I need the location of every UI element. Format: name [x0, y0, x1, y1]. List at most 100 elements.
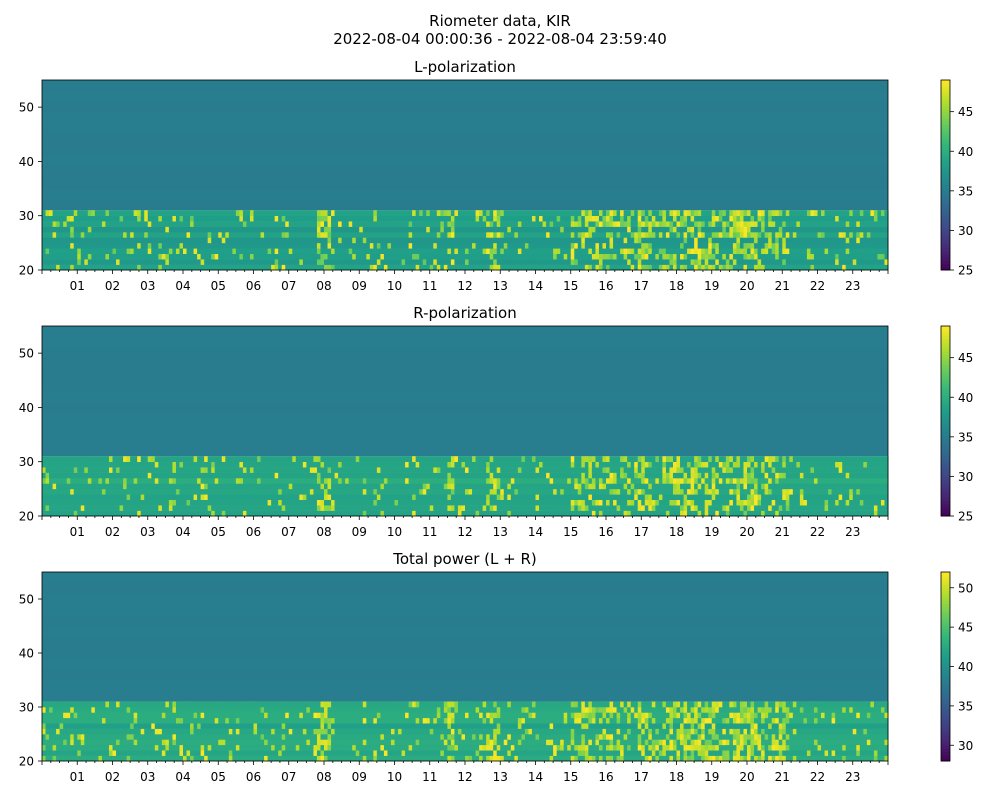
- heatmap-cell: [577, 248, 582, 255]
- heatmap-cell: [472, 499, 477, 506]
- heatmap-cell: [785, 248, 790, 255]
- colorbar-segment: [941, 251, 950, 255]
- heatmap-cell: [324, 488, 329, 495]
- heatmap-cell: [84, 510, 89, 517]
- heatmap-cell: [880, 242, 885, 249]
- figure-title-line-1: Riometer data, KIR: [429, 12, 571, 30]
- heatmap-cell: [842, 499, 847, 506]
- heatmap-cell: [517, 488, 522, 495]
- heatmap-cell: [281, 221, 286, 227]
- heatmap-cell: [764, 478, 769, 484]
- heatmap-cell: [214, 253, 219, 260]
- heatmap-cell: [669, 248, 674, 255]
- heatmap-cell: [813, 472, 818, 479]
- heatmap-cell: [581, 488, 586, 495]
- heatmap-cell: [806, 483, 811, 490]
- heatmap-cell: [415, 467, 420, 473]
- heatmap-cell: [334, 499, 339, 506]
- heatmap-cell: [577, 488, 582, 495]
- heatmap-cell: [789, 499, 794, 506]
- heatmap-cell: [560, 483, 565, 490]
- heatmap-cell: [641, 478, 646, 484]
- heatmap-cell: [257, 510, 262, 517]
- heatmap-cell: [288, 505, 293, 511]
- heatmap-cell: [281, 264, 286, 271]
- heatmap-cell: [602, 248, 607, 255]
- heatmap-cell: [535, 483, 540, 490]
- heatmap-cell: [486, 253, 491, 260]
- heatmap-cell: [42, 232, 47, 238]
- heatmap-cell: [672, 226, 677, 233]
- heatmap-cell: [45, 478, 50, 484]
- heatmap-cell: [376, 215, 381, 222]
- heatmap-cell: [175, 253, 180, 260]
- heatmap-cell: [398, 264, 403, 271]
- heatmap-cell: [228, 210, 233, 217]
- heatmap-cell: [870, 483, 875, 490]
- heatmap-cell: [161, 221, 166, 227]
- heatmap-cell: [598, 242, 603, 249]
- heatmap-cell: [105, 472, 110, 479]
- heatmap-cell: [680, 510, 685, 517]
- heatmap-cell: [278, 210, 283, 217]
- heatmap-cell: [390, 488, 395, 495]
- heatmap-cell: [380, 248, 385, 255]
- heatmap-cell: [732, 472, 737, 479]
- heatmap-cell: [56, 215, 61, 222]
- heatmap-cell: [560, 488, 565, 495]
- heatmap-cell: [711, 226, 716, 233]
- heatmap-cell: [292, 478, 297, 484]
- heatmap-cell: [183, 510, 188, 517]
- heatmap-cell: [493, 472, 498, 479]
- heatmap-cell: [457, 478, 462, 484]
- heatmap-cell: [821, 248, 826, 255]
- heatmap-cell: [479, 478, 484, 484]
- heatmap-cell: [228, 505, 233, 511]
- heatmap-cell: [870, 253, 875, 260]
- heatmap-cell: [274, 499, 279, 506]
- heatmap-cell: [644, 242, 649, 249]
- heatmap-cell: [747, 210, 752, 217]
- heatmap-cell: [711, 505, 716, 511]
- heatmap-cell: [792, 237, 797, 244]
- heatmap-cell: [831, 478, 836, 484]
- heatmap-cell: [218, 472, 223, 479]
- heatmap-cell: [500, 488, 505, 495]
- heatmap-cell: [627, 499, 632, 506]
- heatmap-cell: [355, 505, 360, 511]
- heatmap-cell: [281, 242, 286, 249]
- heatmap-cell: [186, 478, 191, 484]
- heatmap-cell: [302, 226, 307, 233]
- heatmap-cell: [482, 483, 487, 490]
- heatmap-cell: [387, 499, 392, 506]
- heatmap-cell: [200, 467, 205, 473]
- heatmap-cell: [500, 478, 505, 484]
- heatmap-cell: [42, 253, 47, 260]
- heatmap-cell: [175, 510, 180, 517]
- heatmap-cell: [690, 472, 695, 479]
- heatmap-cell: [479, 237, 484, 244]
- heatmap-cell: [465, 467, 470, 473]
- heatmap-cell: [662, 248, 667, 255]
- heatmap-cell: [80, 232, 85, 238]
- heatmap-cell: [606, 505, 611, 511]
- heatmap-cell: [144, 472, 149, 479]
- heatmap-cell: [754, 226, 759, 233]
- heatmap-cell: [630, 505, 635, 511]
- heatmap-cell: [49, 264, 54, 271]
- heatmap-cell: [211, 488, 216, 495]
- heatmap-cell: [813, 221, 818, 227]
- heatmap-cell: [443, 248, 448, 255]
- heatmap-cell: [546, 499, 551, 506]
- heatmap-cell: [768, 221, 773, 227]
- heatmap-cell: [299, 253, 304, 260]
- heatmap-cell: [362, 494, 367, 501]
- heatmap-cell: [179, 472, 184, 479]
- colorbar-tick-label: 35: [958, 184, 973, 198]
- heatmap-cell: [701, 467, 706, 473]
- heatmap-cell: [140, 488, 145, 495]
- heatmap-cell: [91, 467, 96, 473]
- heatmap-cell: [584, 237, 589, 244]
- heatmap-cell: [257, 237, 262, 244]
